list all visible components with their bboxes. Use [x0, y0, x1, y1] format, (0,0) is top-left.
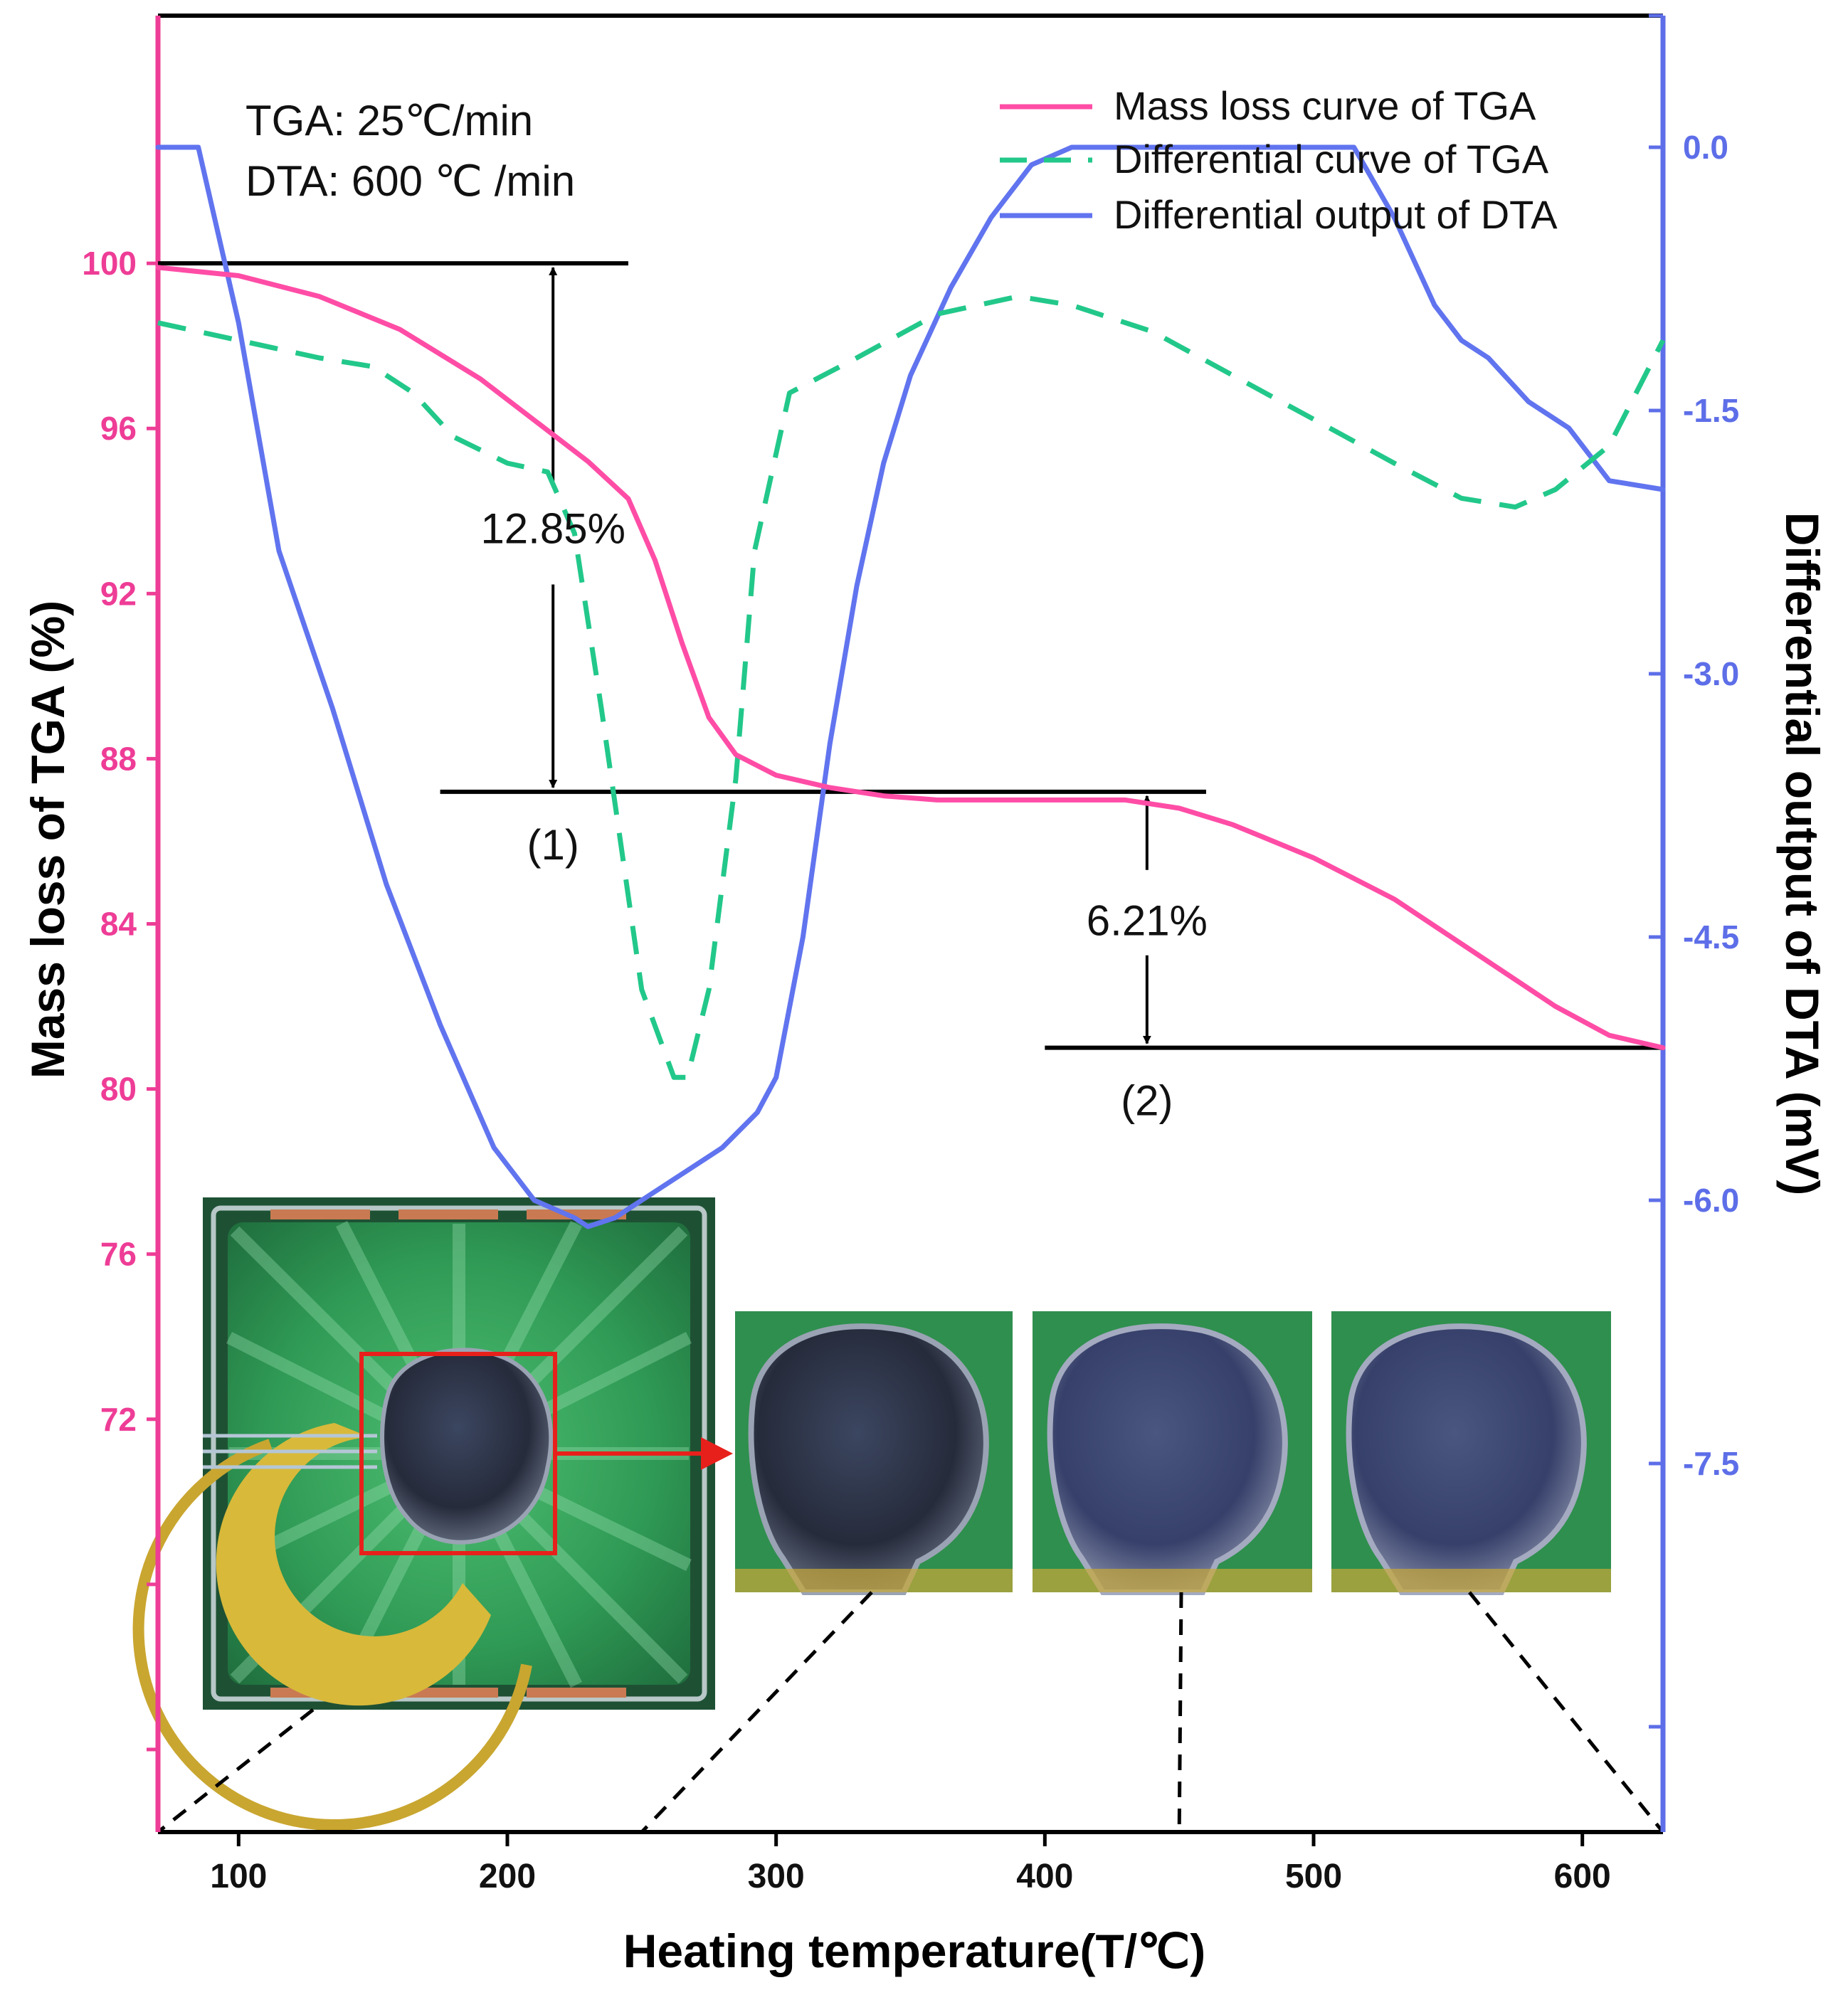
y-right-tick-label: -6.0: [1683, 1182, 1739, 1219]
y-left-tick-label: 80: [100, 1071, 137, 1108]
series-tga-mass-loss: [155, 265, 1666, 1051]
x-tick-label: 400: [1016, 1858, 1073, 1895]
y-left-tick-label: 96: [100, 410, 137, 447]
inset-photos: [132, 1197, 1664, 1833]
series-tga-differential: [157, 294, 1666, 1080]
connector-chip: [157, 1708, 315, 1833]
connector-photo-3: [1468, 1591, 1664, 1833]
series-layer: [155, 144, 1666, 1229]
x-tick-label: 600: [1554, 1858, 1611, 1895]
legend-label-dta: Differential output of DTA: [1114, 192, 1558, 237]
loss1-label: 12.85%: [480, 504, 625, 552]
x-ticks: 100 200 300 400 500 600: [210, 1832, 1611, 1895]
right-ticks: -7.5 -6.0 -4.5 -3.0 -1.5 0.0: [1649, 14, 1739, 1729]
rate-tga-label: TGA: 25℃/min: [245, 97, 533, 144]
y-right-tick-label: -1.5: [1683, 392, 1739, 429]
sample-photo-2: [1033, 1311, 1312, 1595]
connector-photo-1: [640, 1591, 873, 1833]
y-left-tick-label: 100: [82, 245, 137, 282]
chip-photo: [132, 1197, 733, 1831]
x-tick-label: 500: [1285, 1858, 1342, 1895]
x-tick-label: 200: [479, 1858, 536, 1895]
sample-photo-1: [735, 1311, 1013, 1595]
x-axis-title: Heating temperature(T/℃): [623, 1925, 1206, 1977]
y-left-axis-title: Mass loss of TGA (%): [21, 600, 74, 1079]
y-right-tick-label: 0.0: [1683, 129, 1728, 166]
connector-photo-2: [1177, 1592, 1183, 1833]
rate-dta-label: DTA: 600 ℃ /min: [245, 157, 575, 205]
step1-label: (1): [527, 821, 579, 869]
legend-label-tga: Mass loss curve of TGA: [1114, 83, 1536, 128]
y-right-tick-label: -3.0: [1683, 655, 1739, 692]
legend: Mass loss curve of TGA Differential curv…: [1000, 83, 1558, 237]
series-dta-output: [155, 144, 1666, 1229]
y-left-tick-label: 92: [100, 575, 137, 612]
y-right-axis-title: Differential output of DTA (mV): [1776, 512, 1829, 1196]
y-left-tick-label: 76: [100, 1236, 137, 1273]
y-left-tick-label: 84: [100, 906, 137, 943]
y-right-tick-label: -7.5: [1683, 1445, 1739, 1482]
step2-label: (2): [1121, 1077, 1173, 1125]
left-ticks: 72 76 80 84 88 92 96 100: [82, 245, 158, 1752]
y-right-tick-label: -4.5: [1683, 919, 1739, 956]
x-tick-label: 100: [210, 1858, 267, 1895]
sample-photo-3: [1331, 1311, 1611, 1595]
loss2-label: 6.21%: [1087, 897, 1208, 945]
y-left-tick-label: 88: [100, 740, 137, 777]
x-tick-label: 300: [748, 1858, 805, 1895]
y-left-tick-label: 72: [100, 1401, 137, 1438]
legend-label-dtg: Differential curve of TGA: [1114, 137, 1549, 181]
